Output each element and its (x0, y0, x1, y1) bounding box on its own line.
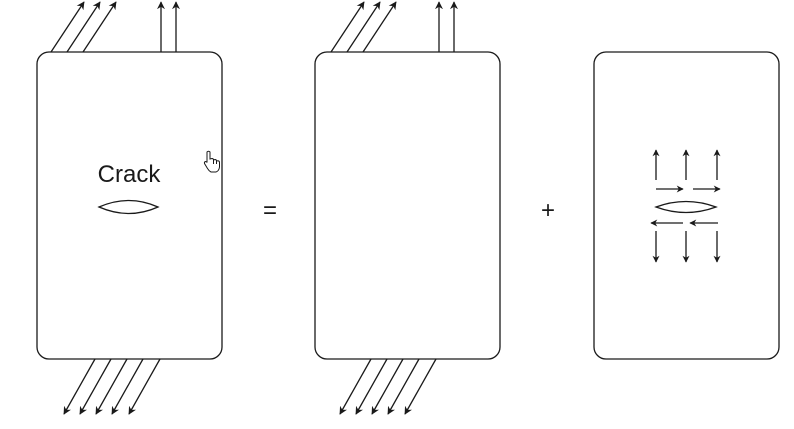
plate-with-crack (36, 51, 223, 360)
panel2-top-vertical-arrows (435, 1, 458, 52)
equals-sign: = (263, 197, 277, 224)
crack-label: Crack (98, 161, 162, 188)
crack-shape (97, 199, 160, 215)
panel1-top-diagonal-arrows (50, 1, 117, 53)
crack-face-normal-arrows-up (652, 149, 721, 180)
plus-sign: + (541, 197, 555, 224)
loaded-crack-shape (654, 200, 718, 214)
uncracked-plate (314, 51, 501, 360)
crack-face-loading-plate (593, 51, 780, 360)
crack-face-normal-arrows-down (652, 231, 721, 263)
panel2-bottom-diagonal-arrows (339, 358, 437, 415)
panel1-bottom-diagonal-arrows (63, 358, 161, 415)
panel2-top-diagonal-arrows (330, 1, 397, 53)
panel1-top-vertical-arrows (157, 1, 180, 52)
hand-pointer-icon (203, 150, 220, 173)
